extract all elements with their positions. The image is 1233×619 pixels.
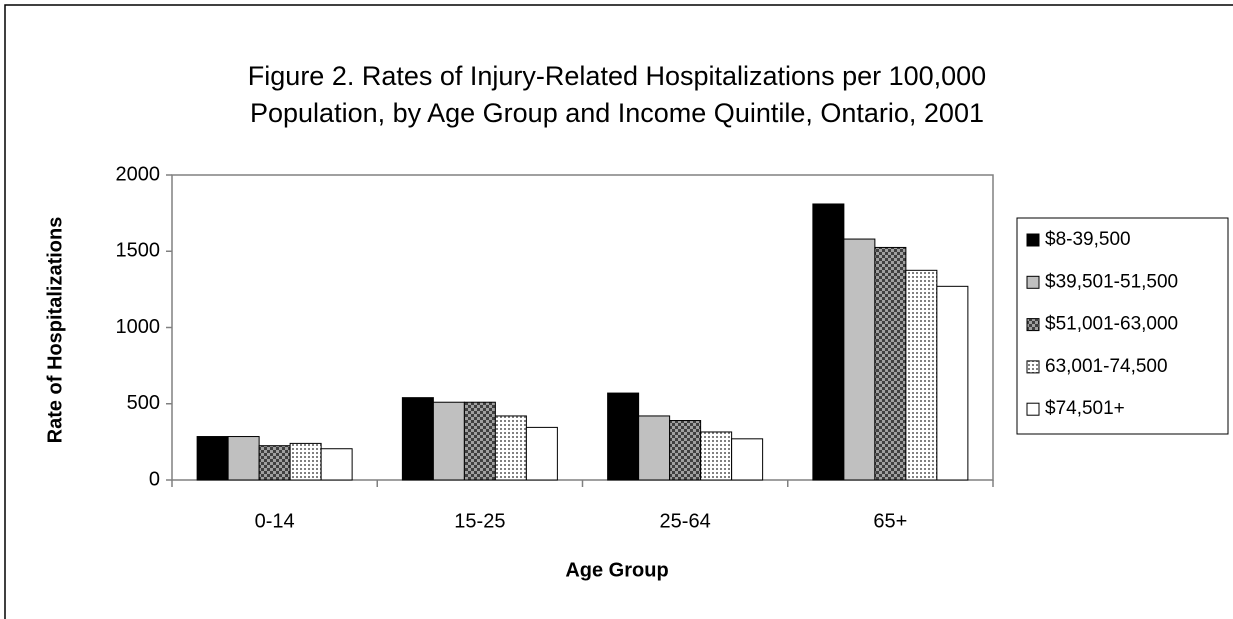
bar: [289, 442, 322, 481]
bar: [494, 415, 527, 481]
chart-border: [4, 4, 1233, 619]
bar: [401, 397, 434, 481]
y-tick-label: 500: [127, 392, 160, 414]
x-tick-label: 25-64: [660, 510, 711, 532]
bar: [463, 401, 496, 481]
y-tick-label: 0: [149, 468, 160, 490]
x-tick-label: 0-14: [255, 510, 295, 532]
bar: [905, 269, 938, 481]
bar: [843, 238, 876, 481]
y-axis-title: Rate of Hospitalizations: [44, 217, 66, 444]
x-tick-label: 15-25: [454, 510, 505, 532]
legend-label: 63,001-74,500: [1045, 356, 1168, 377]
bar: [196, 436, 229, 481]
legend-swatch: [1026, 402, 1040, 416]
bar: [731, 438, 764, 481]
bar: [320, 448, 353, 481]
chart-title: Figure 2. Rates of Injury-Related Hospit…: [248, 61, 986, 91]
x-tick-label: 65+: [873, 510, 907, 532]
bar: [700, 431, 733, 481]
chart-title: Population, by Age Group and Income Quin…: [250, 98, 984, 128]
legend-swatch: [1026, 318, 1040, 332]
y-tick-label: 2000: [116, 163, 161, 185]
bar: [812, 203, 845, 481]
bar: [227, 436, 260, 481]
legend-label: $74,501+: [1045, 398, 1125, 419]
legend-swatch: [1026, 360, 1040, 374]
bar: [525, 426, 558, 481]
bar: [607, 392, 640, 481]
legend-label: $51,001-63,000: [1045, 314, 1178, 335]
bar: [258, 445, 291, 481]
x-axis-title: Age Group: [565, 559, 668, 581]
bar: [936, 285, 969, 481]
bar: [669, 420, 702, 481]
legend-label: $8-39,500: [1045, 229, 1131, 250]
y-tick-label: 1500: [116, 240, 161, 262]
legend-swatch: [1026, 233, 1040, 247]
legend-swatch: [1026, 275, 1040, 289]
bar: [874, 246, 907, 481]
bar: [638, 415, 671, 481]
legend: [1016, 217, 1229, 435]
y-tick-label: 1000: [116, 316, 161, 338]
bar: [432, 401, 465, 481]
legend-label: $39,501-51,500: [1045, 271, 1178, 292]
